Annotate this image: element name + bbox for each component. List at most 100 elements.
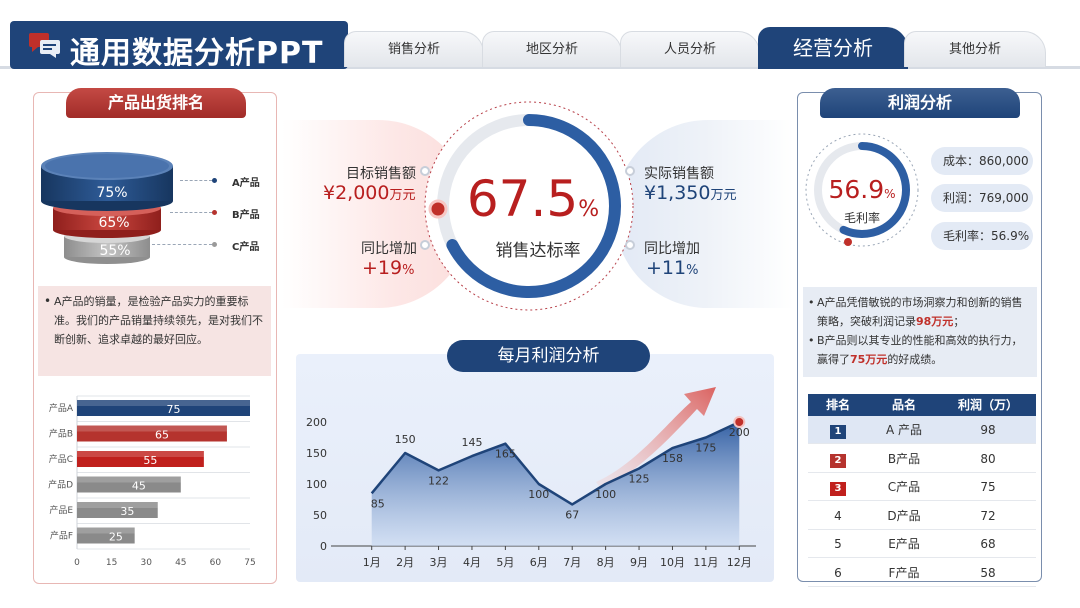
shipment-bar-chart: 产品A 75 产品B 65 产品C 55 产品D 45 产品E 35 产品F 25 0 15 30 45 60 7… bbox=[48, 395, 256, 568]
x-tick-label: 3月 bbox=[430, 556, 448, 569]
shipment-funnel: 75% 65% 55% bbox=[41, 152, 173, 264]
x-tick-label: 4月 bbox=[463, 556, 481, 569]
bar-value-label: 25 bbox=[109, 531, 123, 544]
bar-category-label: 产品E bbox=[49, 504, 73, 516]
bar-value-label: 65 bbox=[155, 429, 169, 442]
rank-table-row: 5 E产品 68 bbox=[808, 530, 1036, 558]
data-value-label: 145 bbox=[461, 436, 482, 449]
product-name-cell: B产品 bbox=[887, 451, 921, 466]
x-tick-label: 1月 bbox=[363, 556, 381, 569]
funnel-dot-a bbox=[212, 178, 217, 183]
profit-cell: 98 bbox=[980, 423, 996, 437]
profit-cell: 80 bbox=[980, 451, 996, 466]
rank-badge-icon: 1 bbox=[830, 425, 846, 439]
rank-table-row: 1 A 产品 98 bbox=[808, 416, 1036, 444]
x-tick-label: 8月 bbox=[597, 556, 615, 569]
shipment-note: • A产品的销量，是检验产品实力的重要标准。我们的产品销量持续领先，是对我们不断… bbox=[38, 286, 271, 376]
bar-highlight bbox=[77, 527, 135, 534]
kpi-right-band bbox=[614, 120, 794, 308]
rank-header: 排名 bbox=[825, 398, 850, 412]
tab-other[interactable]: 其他分析 bbox=[904, 31, 1046, 67]
rank-table-row: 2 B产品 80 bbox=[808, 445, 1036, 473]
name-header: 品名 bbox=[891, 398, 916, 412]
sales-rate-gauge bbox=[424, 101, 634, 311]
product-name-cell: E产品 bbox=[888, 537, 920, 551]
chat-bubbles-icon bbox=[29, 33, 60, 58]
bar bbox=[77, 451, 204, 467]
tab-sales[interactable]: 销售分析 bbox=[344, 31, 484, 67]
target-yoy-label: 同比增加 bbox=[361, 241, 417, 257]
data-value-label: 100 bbox=[595, 488, 616, 501]
sales-rate-value: 67.5 bbox=[466, 170, 579, 228]
data-value-label: 67 bbox=[565, 508, 579, 521]
funnel-dot-c bbox=[212, 242, 217, 247]
tab-operations[interactable]: 经营分析 bbox=[758, 27, 908, 69]
page-title: 通用数据分析PPT bbox=[70, 36, 324, 71]
bar bbox=[77, 476, 181, 493]
y-tick-label: 100 bbox=[306, 478, 327, 491]
x-tick-label: 11月 bbox=[693, 556, 718, 569]
y-tick-label: 200 bbox=[306, 416, 327, 429]
profit-note-2: • B产品则以其专业的性能和高效的执行力，赢得了75万元的好成绩。 bbox=[808, 334, 1023, 366]
bar bbox=[77, 502, 158, 518]
funnel-b-value: 65% bbox=[98, 215, 129, 231]
area-line bbox=[370, 420, 740, 506]
rank-table-header: 排名 品名 利润（万） bbox=[808, 394, 1036, 416]
x-tick-label: 2月 bbox=[396, 556, 414, 569]
bar-category-label: 产品D bbox=[48, 479, 73, 491]
profit-cell: 72 bbox=[980, 508, 996, 523]
bar-tick-label: 45 bbox=[175, 558, 186, 568]
funnel-leader-a bbox=[180, 180, 212, 181]
profit-title: 利润分析 bbox=[820, 88, 1020, 118]
bar-category-label: 产品C bbox=[49, 453, 73, 465]
profit-cell: 68 bbox=[980, 537, 996, 551]
x-tick-label: 10月 bbox=[660, 556, 685, 569]
header-divider bbox=[0, 66, 1080, 69]
margin-pill: 毛利率：56.9% bbox=[931, 222, 1033, 250]
rank-cell: 2 bbox=[808, 445, 868, 472]
shipment-title: 产品出货排名 bbox=[66, 88, 246, 118]
y-tick-label: 50 bbox=[313, 509, 327, 522]
x-tick-label: 6月 bbox=[530, 556, 548, 569]
bar-category-label: 产品B bbox=[49, 428, 73, 440]
data-value-label: 150 bbox=[395, 433, 416, 446]
profit-note: • A产品凭借敏锐的市场洞察力和创新的销售策略，突破利润记录98万元； • B产品则… bbox=[803, 287, 1037, 377]
margin-arc bbox=[839, 142, 910, 238]
bar-tick-label: 75 bbox=[244, 558, 255, 568]
data-value-label: 165 bbox=[495, 448, 516, 461]
bar-highlight bbox=[77, 400, 250, 406]
monthly-profit-chart: 0 50 100 150 200 85 150 122 145 165 100 67 100 125 158… bbox=[306, 387, 756, 569]
funnel-legend-c: C产品 bbox=[232, 242, 260, 253]
target-yoy-value: +19% bbox=[362, 257, 415, 279]
actual-yoy-dot bbox=[625, 240, 635, 250]
x-tick-label: 9月 bbox=[630, 556, 648, 569]
bar-value-label: 45 bbox=[132, 480, 146, 493]
target-sales-dot bbox=[420, 166, 430, 176]
rank-table-row: 3 C产品 75 bbox=[808, 473, 1036, 501]
rank-cell: 5 bbox=[834, 537, 842, 551]
sales-rate-label: 销售达标率 bbox=[495, 241, 581, 261]
bar-value-label: 35 bbox=[120, 505, 134, 518]
rank-cell: 3 bbox=[808, 473, 868, 500]
bar-category-label: 产品F bbox=[50, 530, 73, 542]
product-name-cell: C产品 bbox=[887, 480, 921, 494]
sales-rate-arc bbox=[446, 114, 621, 298]
cost-pill: 成本：860,000 bbox=[931, 147, 1033, 175]
rank-badge-icon: 2 bbox=[830, 453, 846, 468]
sales-rate-unit: % bbox=[578, 197, 600, 222]
funnel-dot-b bbox=[212, 210, 217, 215]
trend-arrow-icon bbox=[596, 387, 716, 490]
rank-cell: 4 bbox=[834, 508, 842, 523]
target-yoy-dot bbox=[420, 240, 430, 250]
actual-yoy-value: +11% bbox=[646, 257, 699, 279]
y-tick-label: 150 bbox=[306, 447, 327, 460]
funnel-legend-a: A产品 bbox=[232, 178, 260, 189]
funnel-legend-b: B产品 bbox=[232, 210, 260, 221]
data-value-label: 122 bbox=[428, 474, 449, 487]
tab-region[interactable]: 地区分析 bbox=[482, 31, 622, 67]
data-value-label: 100 bbox=[528, 488, 549, 501]
actual-sales-dot bbox=[625, 166, 635, 176]
tab-staff[interactable]: 人员分析 bbox=[620, 31, 760, 67]
shipment-note-text: A产品的销量，是检验产品实力的重要标准。我们的产品销量持续领先，是对我们不断创新… bbox=[54, 295, 263, 346]
bar-tick-label: 0 bbox=[74, 558, 80, 568]
